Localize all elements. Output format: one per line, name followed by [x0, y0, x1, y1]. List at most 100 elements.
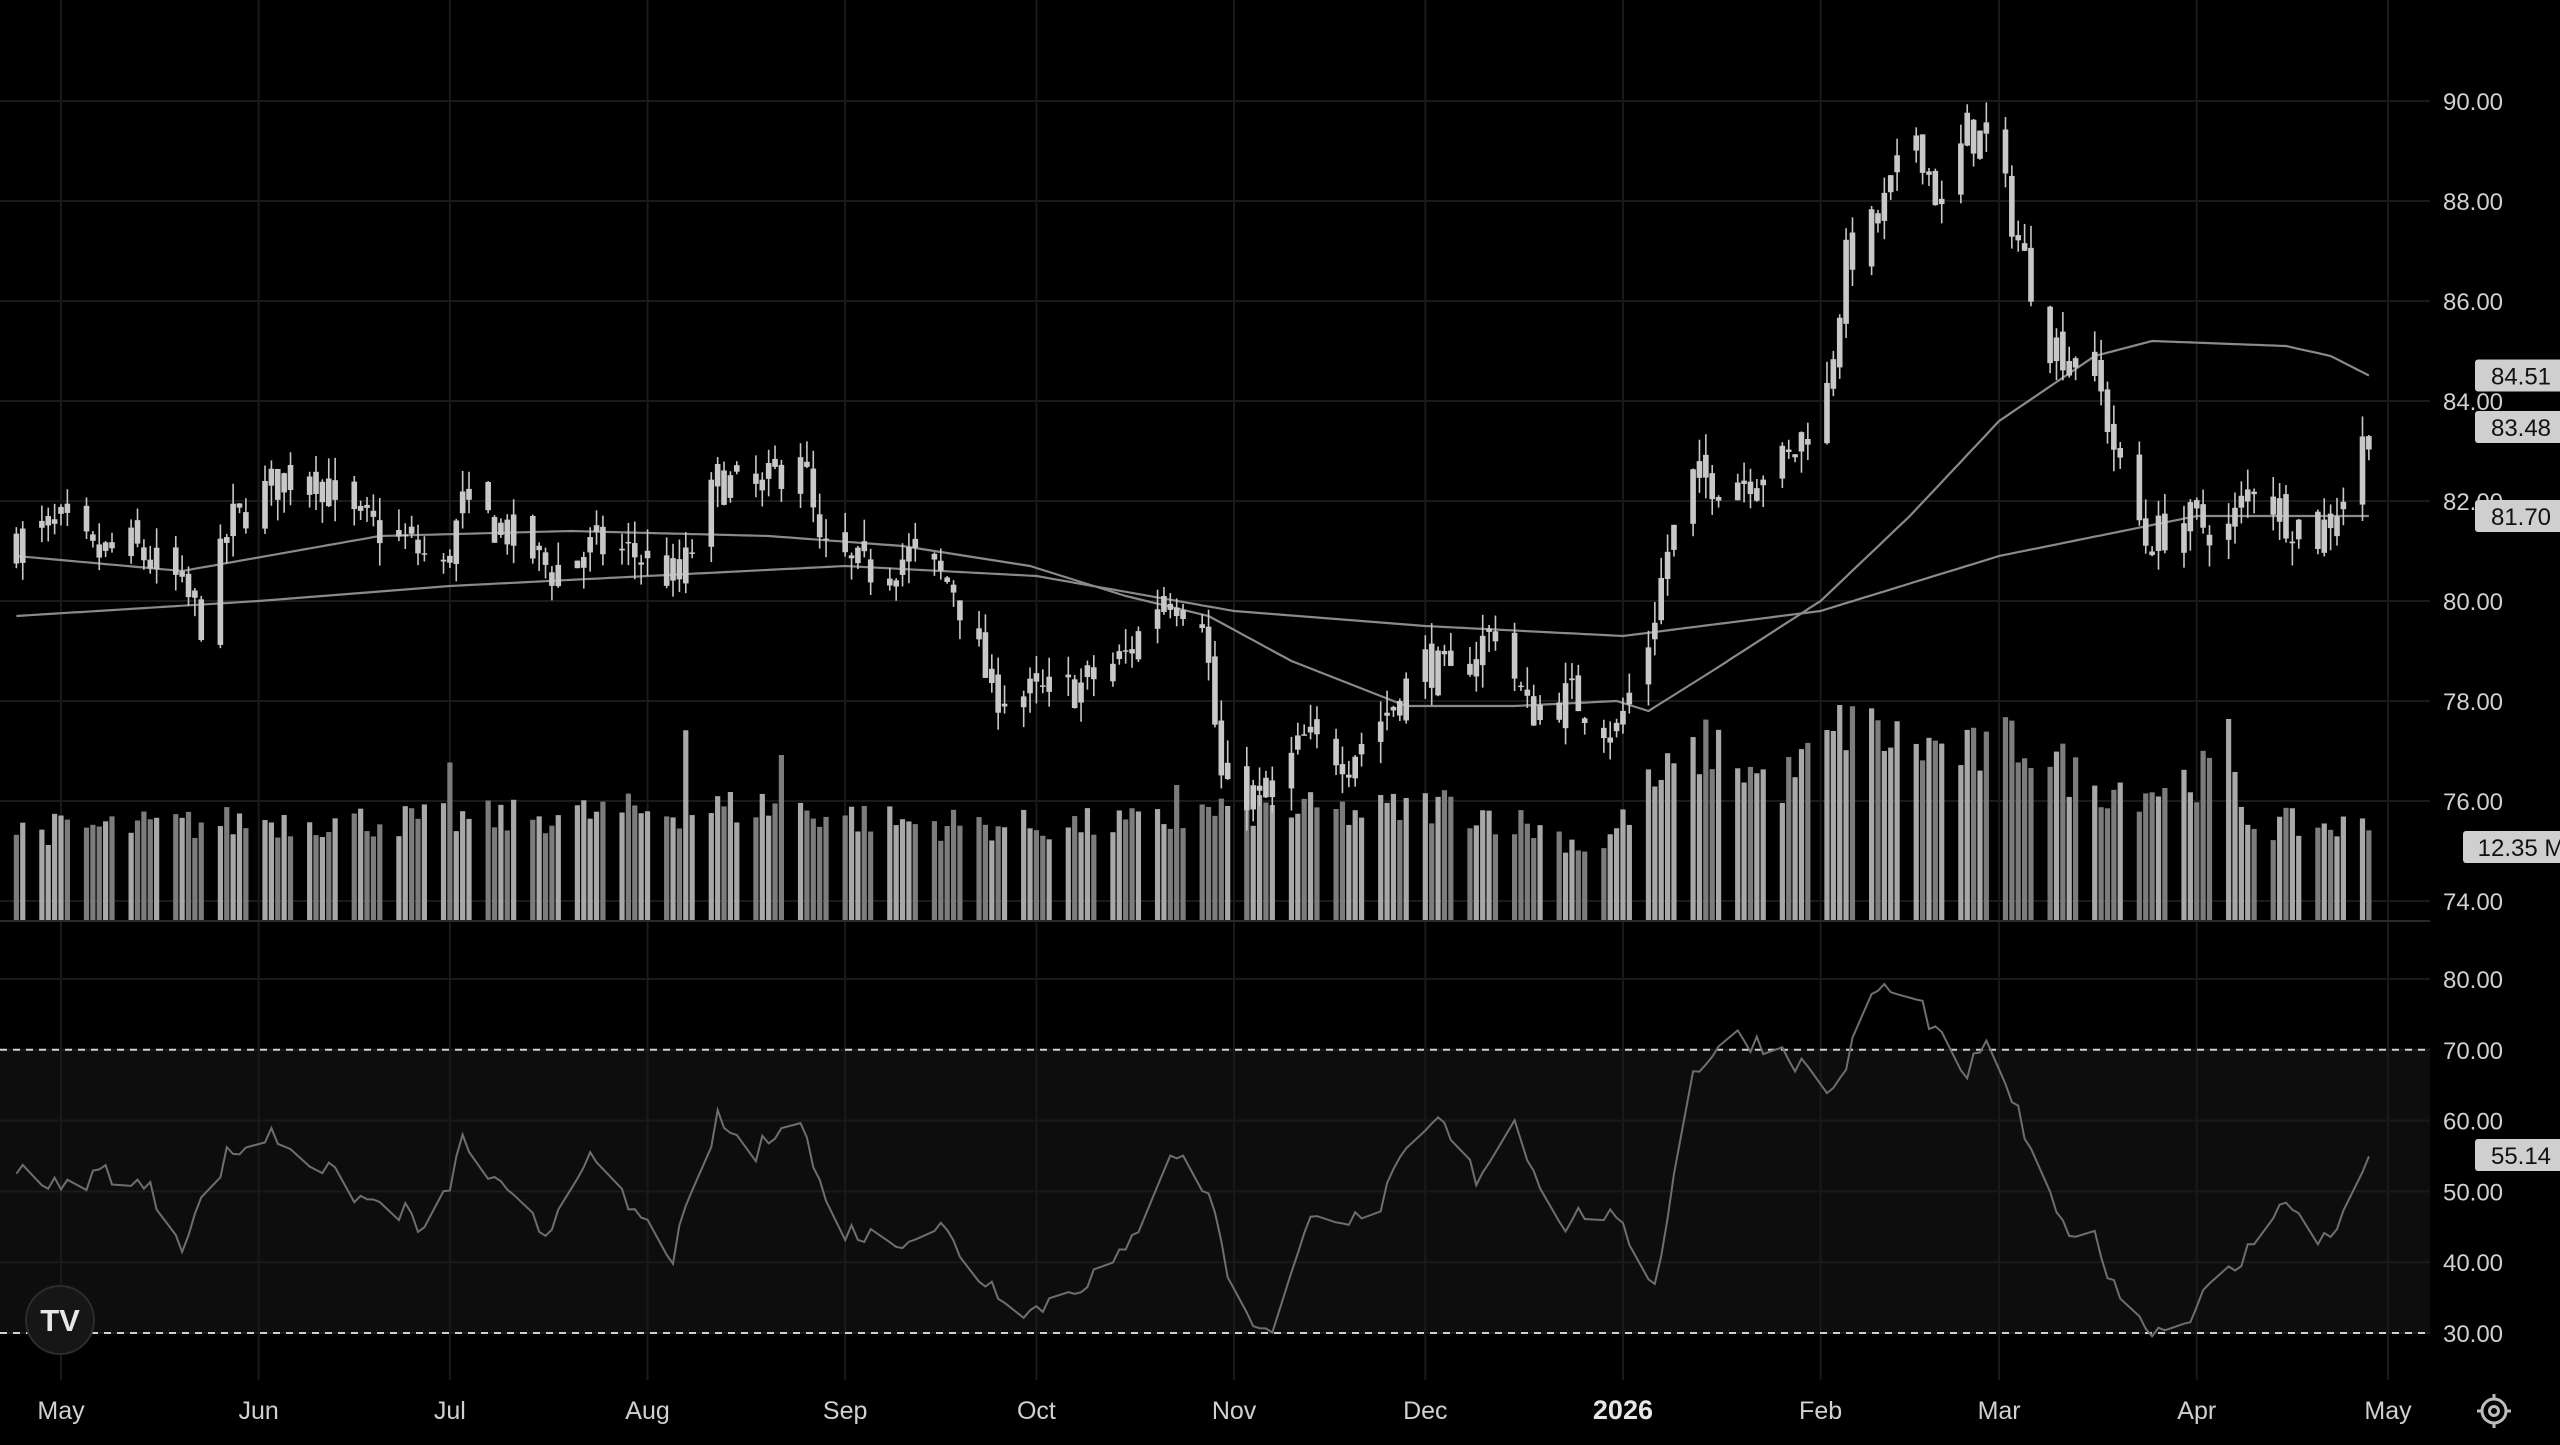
- volume-bar: [1754, 773, 1760, 920]
- volume-bar: [1652, 786, 1658, 920]
- candle: [1849, 217, 1856, 287]
- volume-bar: [45, 845, 51, 920]
- candle: [408, 515, 415, 538]
- candle: [804, 441, 810, 469]
- volume-bar: [2073, 757, 2079, 920]
- candle: [268, 460, 275, 506]
- volume-bar: [1881, 750, 1887, 920]
- volume-bar: [2022, 758, 2028, 920]
- candle: [179, 555, 185, 583]
- candle: [886, 567, 893, 591]
- volume-bar: [2187, 792, 2193, 920]
- rsi-pane: [0, 982, 2430, 1338]
- candle: [861, 519, 868, 558]
- candle: [676, 539, 683, 593]
- volume-bar: [530, 819, 536, 920]
- volume-bar: [2340, 816, 2346, 920]
- volume-bar: [326, 832, 332, 920]
- candle: [1333, 728, 1339, 776]
- axes: 74.0076.0078.0080.0082.0084.0086.0088.00…: [37, 89, 2503, 1425]
- volume-bar: [83, 827, 90, 920]
- volume-bar: [370, 836, 376, 920]
- candle: [332, 457, 338, 522]
- candle: [1511, 622, 1518, 692]
- candle: [982, 614, 989, 679]
- time-axis-tick-label: 2026: [1593, 1395, 1653, 1425]
- volume-bar: [179, 817, 185, 920]
- candle: [714, 457, 721, 508]
- volume-bar: [440, 803, 447, 920]
- candle: [1824, 361, 1830, 445]
- candle: [504, 514, 511, 555]
- gear-icon[interactable]: [2477, 1394, 2511, 1428]
- candle: [727, 471, 734, 503]
- volume-bar: [1390, 793, 1397, 920]
- volume-bar: [2117, 782, 2123, 920]
- volume-bar: [1786, 757, 1792, 920]
- volume-bar: [511, 799, 517, 920]
- candle: [733, 461, 740, 475]
- candle: [976, 611, 982, 647]
- volume-bar: [230, 834, 236, 920]
- candle: [1307, 704, 1314, 740]
- candle: [2283, 485, 2289, 543]
- candle: [1288, 736, 1295, 811]
- volume-bar: [307, 822, 313, 920]
- candle: [1658, 557, 1665, 625]
- volume-bar: [817, 826, 823, 920]
- volume-bar: [1174, 785, 1180, 920]
- candle: [172, 536, 179, 591]
- volume-bar: [1295, 813, 1301, 920]
- candle: [1358, 732, 1365, 767]
- volume-bar: [1212, 815, 1218, 920]
- volume-bar: [1467, 828, 1473, 920]
- candle: [1441, 644, 1448, 667]
- volume-bar: [243, 828, 249, 920]
- logo-text: TV: [40, 1303, 80, 1338]
- volume-bar: [1843, 750, 1849, 920]
- volume-bar: [2162, 787, 2168, 920]
- volume-bar: [2226, 719, 2232, 920]
- candle: [1422, 635, 1429, 699]
- volume-bar: [504, 830, 510, 920]
- candle: [1518, 681, 1524, 691]
- candle: [1046, 657, 1052, 707]
- candle: [370, 494, 377, 527]
- volume-bar: [1154, 809, 1161, 920]
- volume-bar: [2321, 823, 2327, 920]
- rsi-axis-tick-label: 50.00: [2443, 1179, 2503, 1206]
- rsi-axis-tick-label: 80.00: [2443, 967, 2503, 994]
- volume-bar: [2060, 743, 2066, 920]
- volume-bar: [491, 827, 498, 920]
- candle: [459, 470, 466, 529]
- volume-bar: [2098, 807, 2104, 920]
- volume-bar: [1346, 824, 1352, 920]
- candle: [2334, 497, 2340, 546]
- volume-bar: [715, 796, 721, 920]
- volume-bar: [58, 815, 64, 920]
- candle: [1709, 464, 1716, 515]
- volume-bar: [855, 831, 861, 920]
- time-axis-tick-label: Jul: [434, 1397, 466, 1425]
- volume-bar: [797, 802, 804, 920]
- volume-bar: [236, 813, 243, 920]
- volume-bar: [2270, 840, 2276, 920]
- tradingview-logo-icon[interactable]: TV: [25, 1285, 95, 1355]
- candle: [19, 521, 26, 580]
- candle: [2136, 441, 2143, 526]
- candle: [1977, 130, 1983, 160]
- time-axis-tick-label: Jun: [238, 1397, 278, 1425]
- volume-bar: [1735, 768, 1741, 920]
- volume-bar: [842, 815, 848, 920]
- volume-bar: [734, 822, 740, 920]
- volume-bar: [1709, 769, 1715, 920]
- candle: [1161, 587, 1167, 615]
- candle: [1244, 746, 1250, 831]
- candle: [1601, 719, 1607, 753]
- volume-bar: [2053, 751, 2060, 920]
- candle: [950, 580, 957, 607]
- candle: [619, 533, 625, 565]
- volume-bar: [1397, 820, 1403, 920]
- volume-bar: [1078, 832, 1084, 920]
